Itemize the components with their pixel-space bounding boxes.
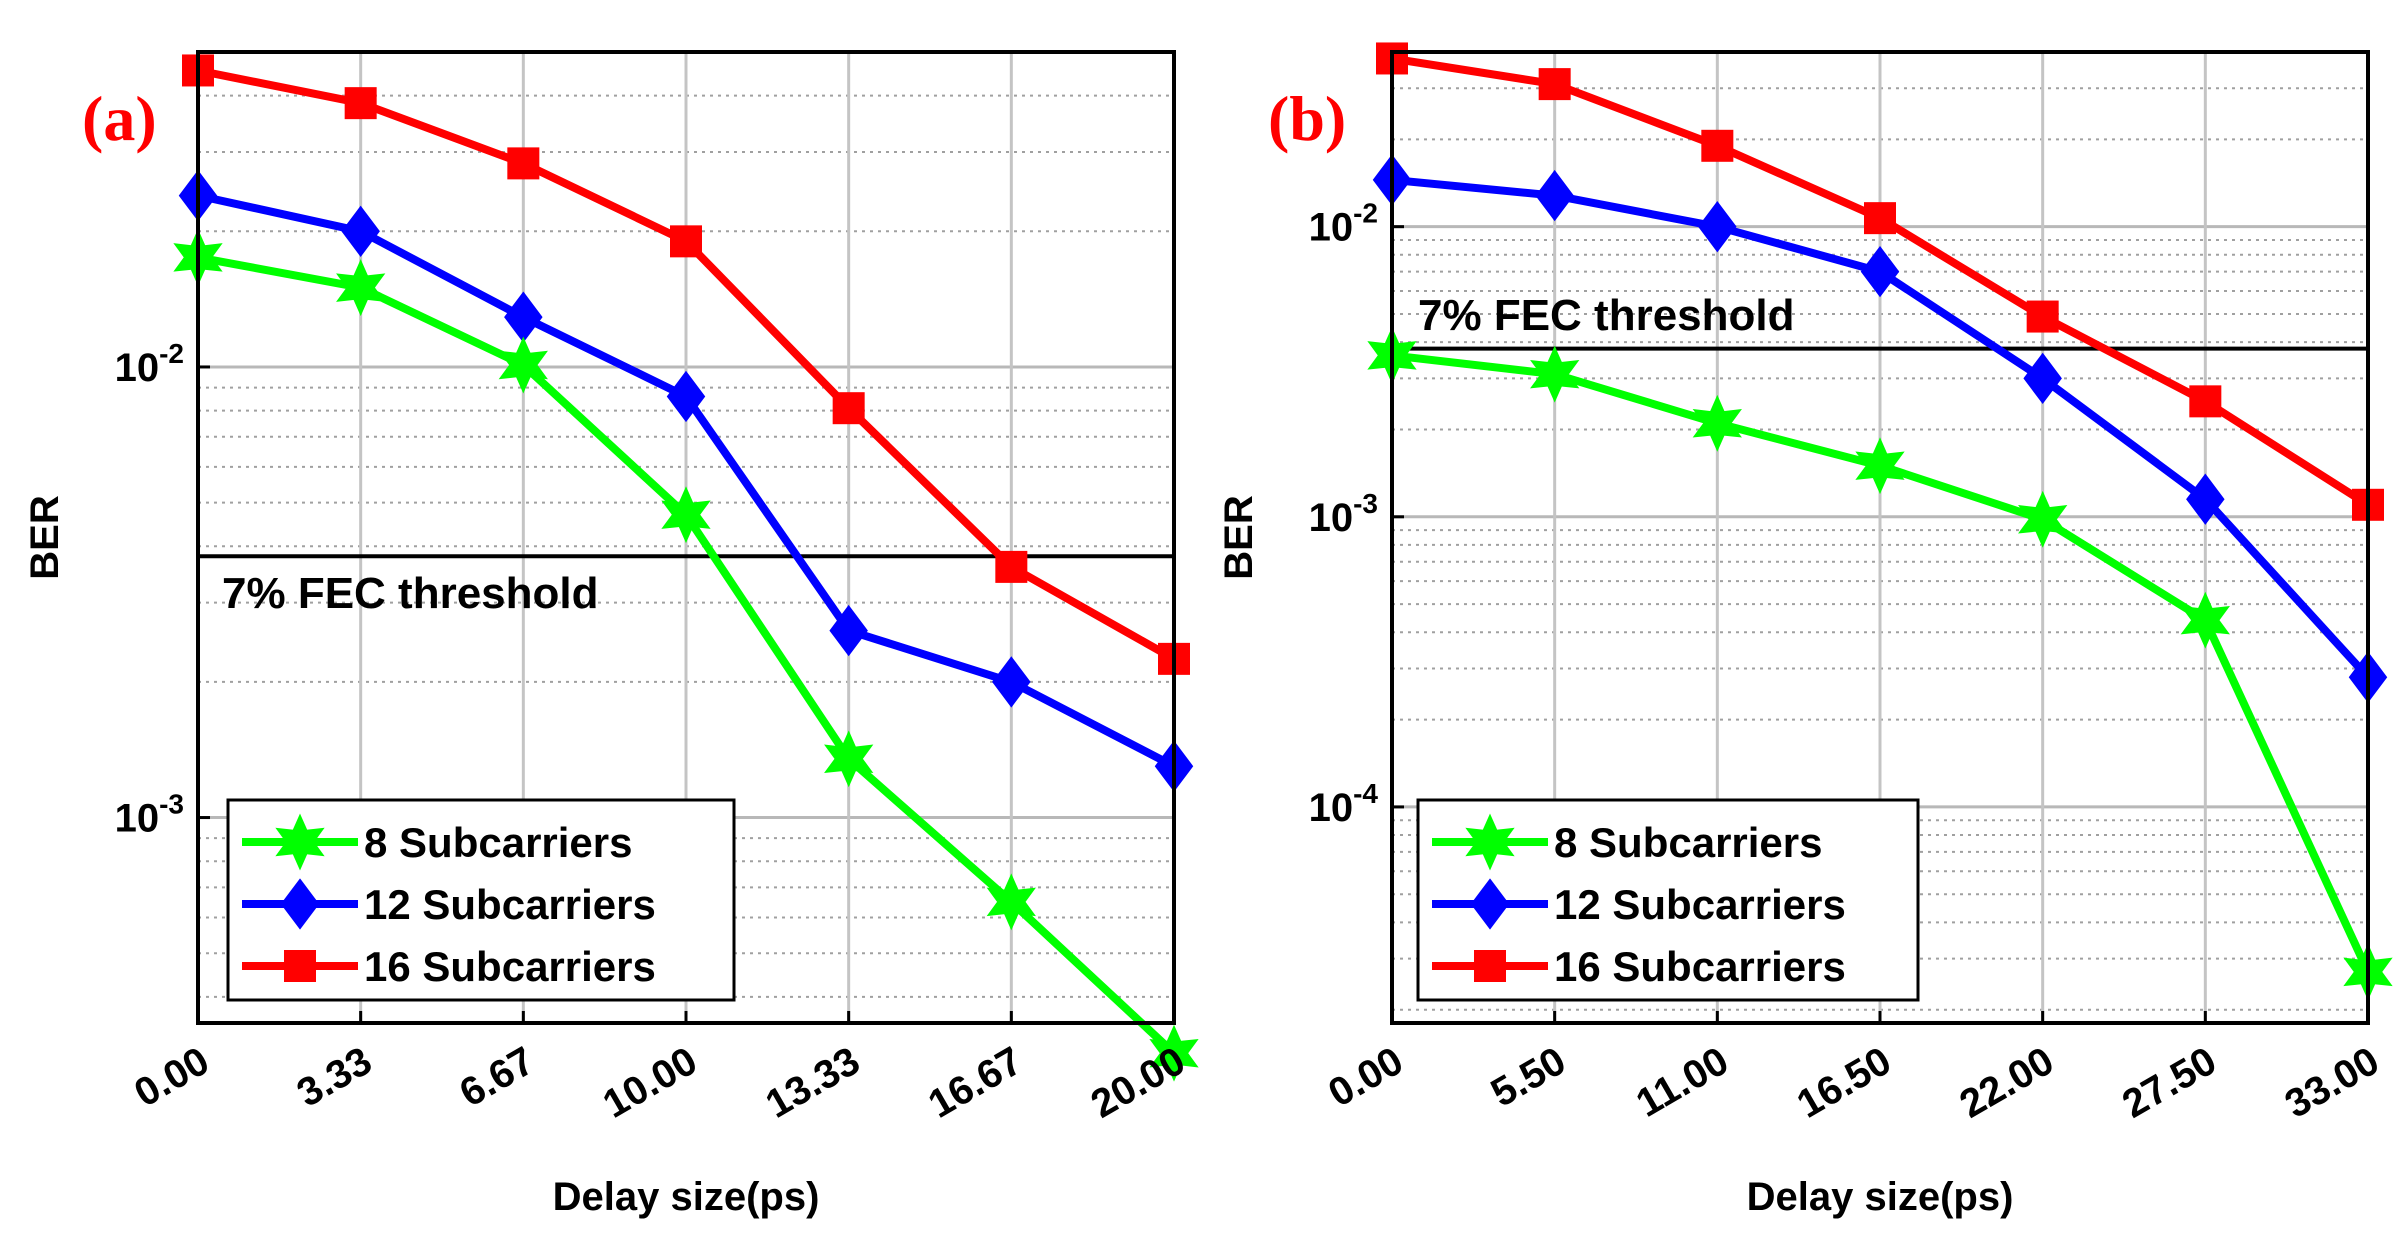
data-point <box>1692 394 1742 452</box>
x-tick-label: 20.00 <box>1084 1039 1193 1127</box>
x-tick-label: 6.67 <box>452 1039 541 1116</box>
data-point <box>1149 1024 1199 1082</box>
legend-marker <box>275 813 325 871</box>
x-tick-label: 33.00 <box>2278 1039 2387 1127</box>
y-tick-label: 10-3 <box>115 789 184 841</box>
data-point <box>986 873 1036 931</box>
legend-marker <box>280 878 320 930</box>
data-point <box>1538 68 1571 101</box>
data-point <box>832 392 865 425</box>
series-markers-16-subcarriers <box>1376 42 2384 521</box>
data-point <box>995 550 1028 583</box>
legend-label: 12 Subcarriers <box>364 881 656 928</box>
data-point <box>829 604 868 657</box>
data-point <box>661 486 711 544</box>
data-point <box>1701 129 1734 162</box>
legend-marker <box>1470 878 1510 930</box>
y-tick-label: 10-2 <box>115 338 184 390</box>
data-point <box>1855 437 1905 495</box>
data-point <box>2026 300 2059 333</box>
x-tick-label: 5.50 <box>1484 1039 1573 1116</box>
data-point <box>1864 202 1896 235</box>
y-tick-label: 10-3 <box>1309 488 1378 540</box>
x-tick-label: 10.00 <box>596 1039 705 1127</box>
x-axis-label: Delay size(ps) <box>553 1175 820 1219</box>
data-point <box>2186 473 2225 525</box>
data-point <box>507 147 540 180</box>
chart-panel-a: 0.00 3.33 6.67 10.00 13.33 16.67 20.00 10-2 10-3… <box>23 50 1199 1219</box>
y-axis-label: BER <box>23 495 67 580</box>
y-axis-label: BER <box>1217 495 1261 580</box>
x-tick-label: 0.00 <box>127 1039 216 1116</box>
x-tick-label: 13.33 <box>758 1039 867 1127</box>
data-point <box>336 259 386 317</box>
data-point <box>2189 385 2222 418</box>
legend: 8 Subcarriers 12 Subcarriers 16 Subcarrier… <box>1416 798 1920 1002</box>
chart-panel-b: 0.00 5.50 11.00 16.50 22.00 27.50 33.00 10-2 10-… <box>1217 42 2393 1219</box>
data-point <box>824 730 874 788</box>
legend: 8 Subcarriers 12 Subcarriers 16 Subcarrier… <box>226 798 736 1002</box>
legend-marker <box>284 950 316 982</box>
x-tick-label: 27.50 <box>2115 1039 2224 1127</box>
legend-marker <box>1465 813 1515 871</box>
data-point <box>666 370 706 423</box>
data-point <box>2023 352 2062 405</box>
data-point <box>1535 169 1574 222</box>
data-point <box>1698 201 1737 253</box>
legend-label: 16 Subcarriers <box>1554 943 1846 990</box>
legend-label: 8 Subcarriers <box>364 819 633 866</box>
x-tick-label: 16.67 <box>921 1039 1030 1127</box>
y-tick-label: 10-4 <box>1309 778 1379 830</box>
data-point <box>344 87 377 120</box>
data-point <box>992 656 1031 708</box>
series-markers-16-subcarriers <box>182 54 1190 675</box>
panel-label: (a) <box>82 83 157 154</box>
y-tick-label: 10-2 <box>1309 198 1378 250</box>
data-point <box>2018 490 2068 548</box>
data-point <box>341 205 380 257</box>
data-point <box>1860 245 1900 298</box>
x-tick-label: 11.00 <box>1629 1039 1736 1126</box>
data-point <box>498 336 548 394</box>
x-tick-label: 16.50 <box>1790 1039 1899 1127</box>
data-point <box>2180 591 2230 649</box>
legend-marker <box>1474 950 1506 982</box>
legend-label: 12 Subcarriers <box>1554 881 1846 928</box>
legend-label: 16 Subcarriers <box>364 943 656 990</box>
data-point <box>1530 345 1580 403</box>
x-axis-label: Delay size(ps) <box>1747 1175 2014 1219</box>
panel-label: (b) <box>1268 83 1346 154</box>
fec-threshold-label: 7% FEC threshold <box>222 569 599 618</box>
data-point <box>670 225 702 258</box>
fec-threshold-label: 7% FEC threshold <box>1418 291 1795 340</box>
x-tick-label: 3.33 <box>290 1039 379 1116</box>
x-tick-label: 0.00 <box>1321 1039 1410 1116</box>
legend-label: 8 Subcarriers <box>1554 819 1823 866</box>
x-tick-label: 22.00 <box>1952 1039 2061 1127</box>
